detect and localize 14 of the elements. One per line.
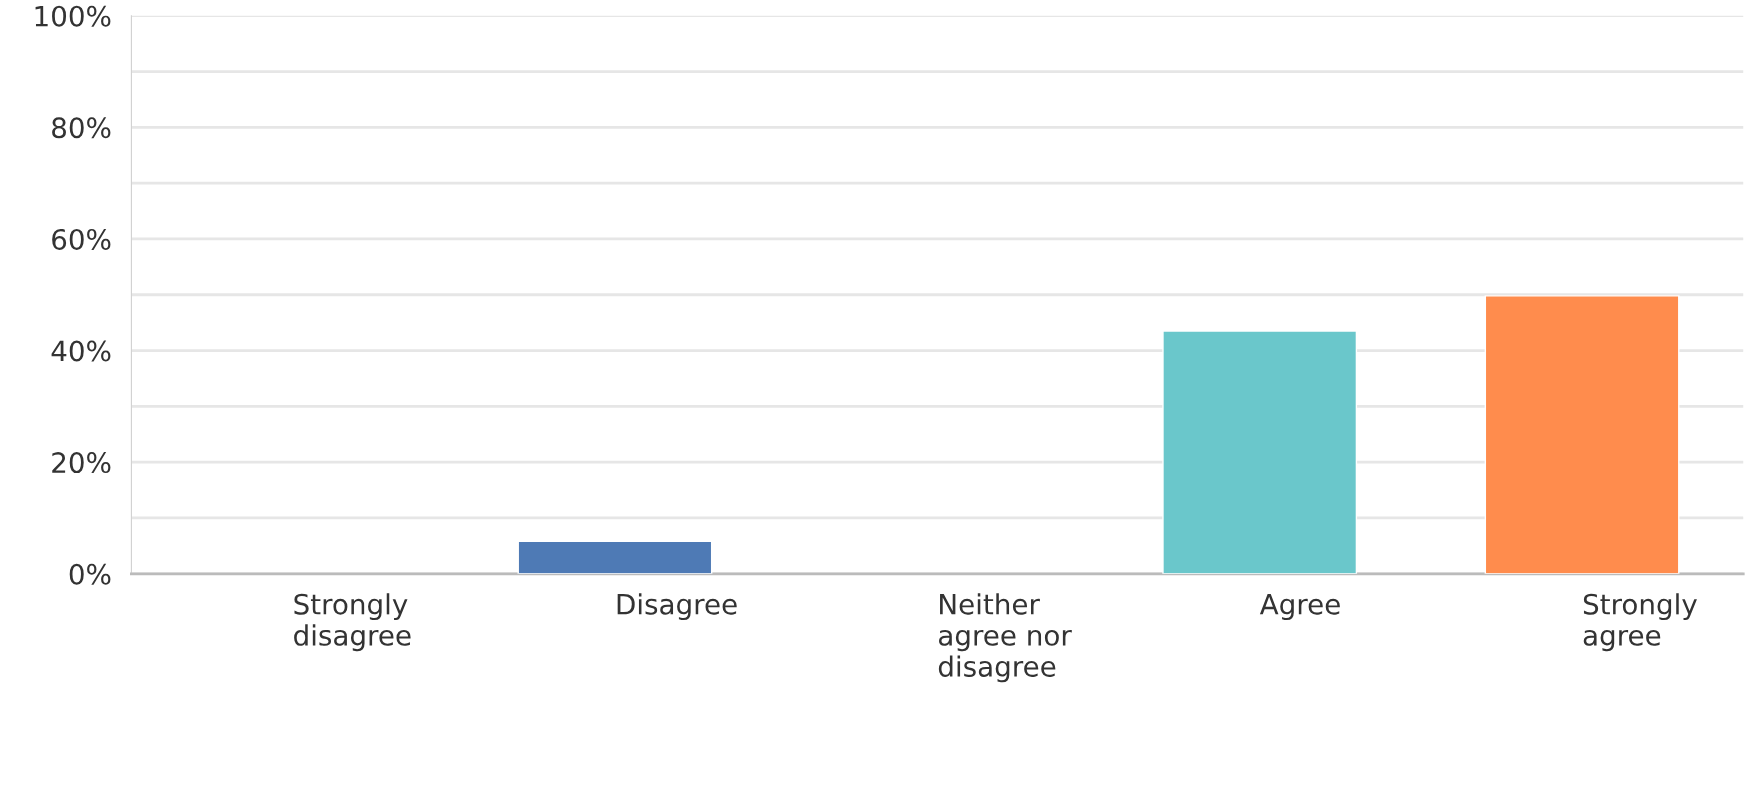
x-tick-label: Neither agree nor disagree — [938, 593, 1072, 683]
x-tick-label: Disagree — [617, 593, 737, 621]
y-tick-label: 80% — [52, 117, 111, 139]
y-tick-label: 40% — [51, 340, 111, 362]
bar — [517, 540, 713, 574]
y-tick-label: 0% — [69, 563, 111, 585]
x-tick-label: Strongly disagree — [294, 593, 411, 652]
bar — [1484, 295, 1680, 574]
y-tick-label: 60% — [52, 228, 111, 250]
y-tick-label: 20% — [52, 452, 111, 474]
bar — [1162, 330, 1358, 574]
y-tick-label: 100% — [35, 5, 111, 27]
x-tick-label: Agree — [1259, 594, 1340, 621]
x-tick-label: Strongly agree — [1583, 593, 1697, 652]
